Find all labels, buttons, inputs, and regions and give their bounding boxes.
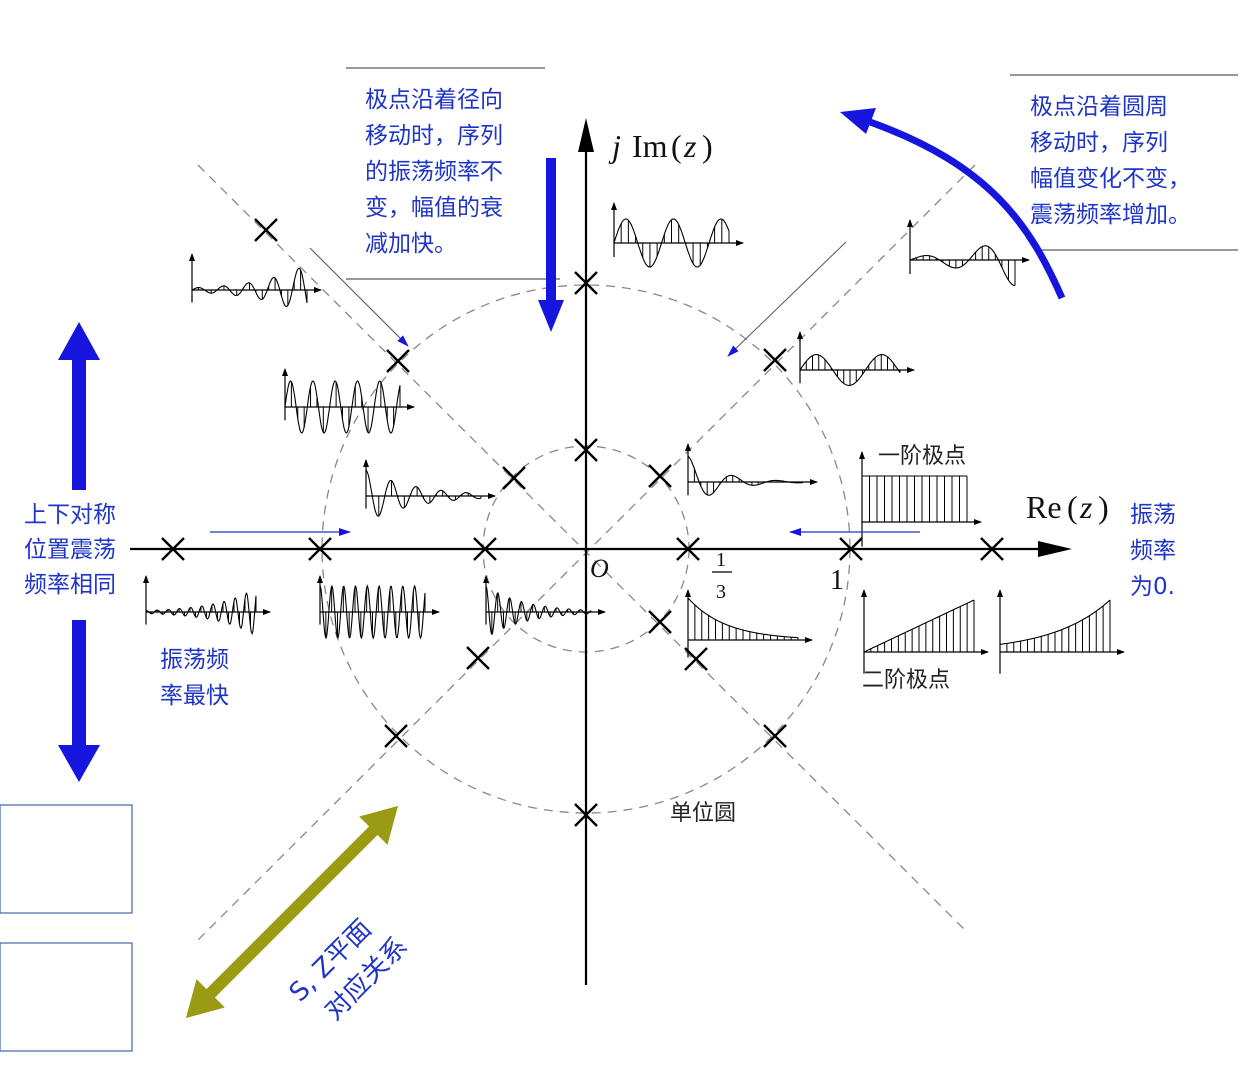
zero-freq-note-line: 为0. (1130, 574, 1175, 600)
pole-cross-icon (839, 537, 863, 561)
radial-note-line: 变，幅值的衰 (365, 195, 503, 221)
sz-note: S, Z平面 对应关系 (284, 914, 414, 1026)
pole-cross-icon (574, 803, 598, 827)
radial-note: 极点沿着径向 移动时，序列 的振荡频率不 变，幅值的衰 减加快。 (365, 87, 503, 257)
fastest-note: 振荡频 率最快 (160, 647, 229, 709)
real-axis-arrowhead (1038, 541, 1072, 557)
pole-cross-icon (980, 537, 1004, 561)
paren-close: ) (702, 128, 713, 164)
pole-cross-icon (466, 646, 490, 670)
circum-note-line: 幅值变化不变， (1030, 166, 1191, 192)
zero-freq-note-line: 频率 (1130, 538, 1176, 564)
pole-cross-icon (574, 438, 598, 462)
sequence-plot (483, 575, 606, 636)
imag-axis-arrowhead (578, 118, 594, 152)
sequence-plot (189, 253, 322, 308)
poles (161, 218, 1004, 827)
fastest-note-line: 率最快 (160, 683, 229, 709)
pole-cross-icon (502, 466, 526, 490)
sequence-plot (685, 589, 813, 658)
diagonal-guide (197, 164, 966, 931)
zero-freq-note-line: 振荡 (1130, 502, 1176, 528)
third-numerator: 1 (716, 549, 726, 571)
unit-circle-label: 单位圆 (670, 801, 736, 826)
real-arg: z (1079, 489, 1093, 525)
real-axis-label: Re ( z ) (1026, 489, 1109, 525)
sequence-plot (859, 451, 982, 547)
pole-cross-icon (574, 271, 598, 295)
first-order-label: 一阶极点 (878, 444, 966, 469)
up-down-double-arrow-icon (58, 322, 100, 782)
paren-close: ) (1098, 489, 1109, 525)
axes (130, 118, 1072, 985)
pole-cross-icon (161, 537, 185, 561)
sequence-plot (861, 589, 989, 674)
curved-arrow-icon (840, 108, 1066, 300)
sequence-plot (611, 202, 744, 268)
paren-open: ( (1067, 489, 1078, 525)
sequence-plot (282, 368, 415, 434)
pole-cross-icon (308, 537, 332, 561)
pole-cross-icon (648, 610, 672, 634)
radial-note-line: 的振荡频率不 (365, 159, 503, 185)
sequence-plot (997, 589, 1125, 674)
sequence-plot (685, 443, 818, 496)
circum-note-line: 震荡频率增加。 (1030, 202, 1191, 228)
radial-note-line: 极点沿着径向 (365, 87, 503, 113)
pole-cross-icon (648, 464, 672, 488)
sequence-plot (797, 331, 915, 386)
pole-cross-icon (763, 348, 787, 372)
circum-note: 极点沿着圆周 移动时，序列 幅值变化不变， 震荡频率增加。 (1030, 94, 1191, 228)
sequence-plot (907, 219, 1030, 287)
paren-open: ( (671, 128, 682, 164)
radial-arrow-icon (538, 158, 564, 332)
tick-one-third: 1 3 (712, 549, 732, 603)
imag-label: Im (632, 128, 668, 164)
origin-label: O (590, 554, 609, 583)
pole-cross-icon (684, 647, 708, 671)
s-plane-growing-box-2 (0, 942, 133, 1052)
circum-note-line: 极点沿着圆周 (1030, 94, 1168, 120)
circum-note-line: 移动时，序列 (1030, 130, 1168, 156)
tick-one: 1 (830, 565, 844, 596)
sequence-plots (1, 202, 1125, 1038)
pole-cross-icon (473, 537, 497, 561)
pole-cross-icon (254, 218, 278, 242)
symmetric-note: 上下对称 位置震荡 频率相同 (24, 502, 116, 598)
radial-note-line: 移动时，序列 (365, 123, 503, 149)
zero-freq-note: 振荡 频率 为0. (1130, 502, 1176, 600)
pole-cross-icon (676, 537, 700, 561)
imag-prefix: j (608, 128, 621, 164)
imag-axis-label: j Im ( z ) (608, 128, 713, 164)
pointer-lines (210, 241, 920, 536)
sequence-plot (143, 575, 271, 636)
real-label: Re (1026, 489, 1062, 525)
radial-note-line: 减加快。 (365, 231, 457, 257)
fastest-note-line: 振荡频 (160, 647, 229, 673)
diagonal-double-arrow-icon (185, 805, 399, 1019)
symmetric-note-line: 位置震荡 (24, 537, 116, 563)
pole-cross-icon (386, 349, 410, 373)
third-denominator: 3 (716, 581, 726, 603)
symmetric-note-line: 频率相同 (24, 572, 116, 598)
sequence-plot (363, 459, 496, 517)
pole-cross-icon (763, 724, 787, 748)
s-plane-growing-box (0, 804, 133, 914)
imag-arg: z (683, 128, 697, 164)
symmetric-note-line: 上下对称 (24, 502, 116, 528)
sequence-plot (317, 575, 440, 640)
annotation-rules (346, 67, 1238, 280)
second-order-label: 二阶极点 (862, 668, 950, 693)
pole-cross-icon (384, 724, 408, 748)
